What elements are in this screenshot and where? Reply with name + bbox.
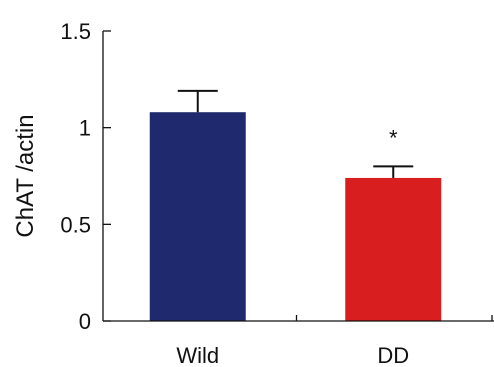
x-tick-label-wild: Wild (176, 343, 219, 367)
y-tick-label: 0 (79, 309, 91, 334)
y-tick-label: 0.5 (60, 212, 91, 237)
bar-dd (345, 177, 442, 321)
y-tick-label: 1.5 (60, 19, 91, 44)
bar-wild (149, 112, 246, 321)
y-axis-ticks: 0 0.5 1 1.5 (60, 19, 111, 334)
error-bars (177, 89, 414, 178)
x-tick-label-dd: DD (377, 343, 409, 367)
x-axis-tick-labels: Wild DD (176, 315, 493, 367)
annotations: * (389, 125, 398, 150)
bars (149, 112, 442, 321)
significance-marker: * (389, 125, 398, 150)
y-axis-title: ChAT /actin (12, 114, 39, 237)
y-tick-label: 1 (79, 116, 91, 141)
